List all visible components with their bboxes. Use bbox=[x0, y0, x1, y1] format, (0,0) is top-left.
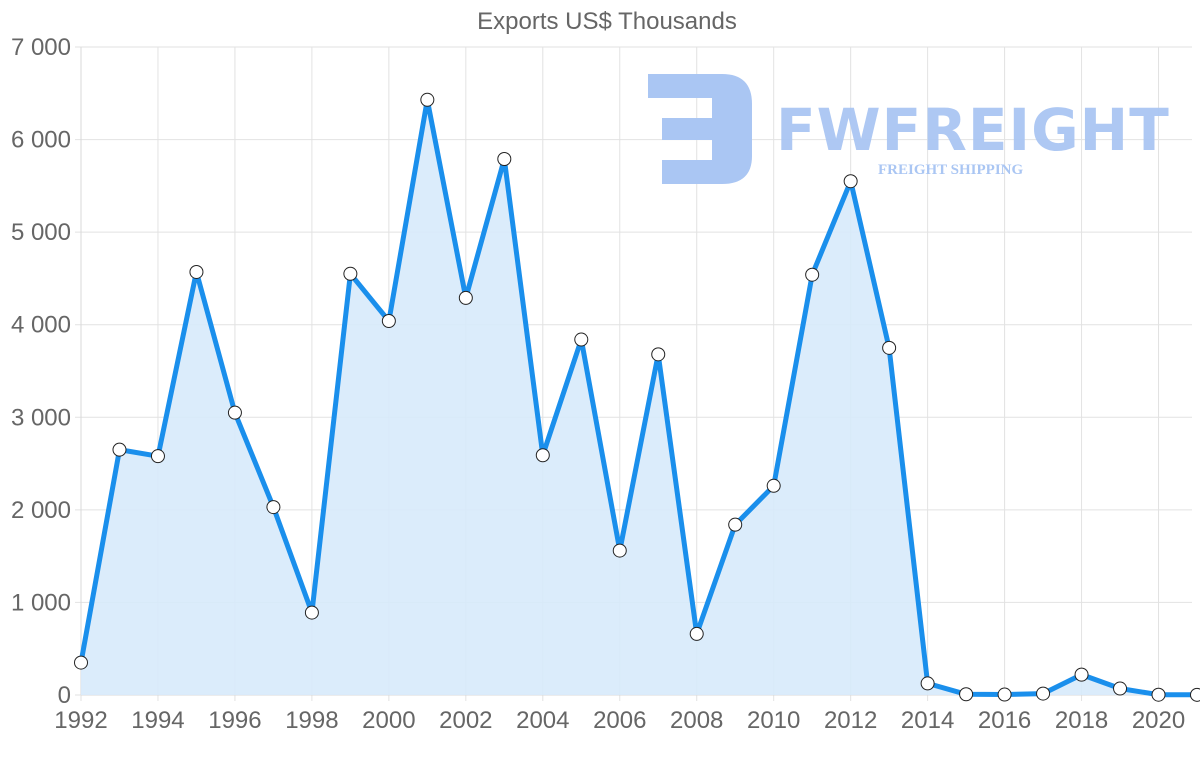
data-point[interactable]: 2010: 2260 bbox=[766, 478, 781, 493]
data-point[interactable]: 2016: 5 bbox=[997, 687, 1012, 702]
x-tick-label: 2000 bbox=[362, 707, 415, 734]
x-tick-label: 2002 bbox=[439, 707, 492, 734]
chart-title: Exports US$ Thousands bbox=[477, 8, 737, 35]
y-tick-label: 3 000 bbox=[11, 404, 71, 431]
data-point[interactable]: 2009: 1840 bbox=[728, 517, 743, 532]
x-tick-label: 1994 bbox=[131, 707, 184, 734]
data-point[interactable]: 2001: 6430 bbox=[420, 92, 435, 107]
y-tick-label: 4 000 bbox=[11, 312, 71, 339]
data-point[interactable]: 1997: 2030 bbox=[266, 500, 281, 515]
logo-brand-text: FWFREIGHT bbox=[776, 96, 1170, 164]
data-point[interactable]: 2003: 5790 bbox=[497, 152, 512, 167]
logo-mark-icon bbox=[648, 74, 752, 184]
x-tick-label: 1996 bbox=[208, 707, 261, 734]
y-tick-label: 1 000 bbox=[11, 589, 71, 616]
y-tick-label: 7 000 bbox=[11, 34, 71, 61]
logo-tagline-text: FREIGHT SHIPPING bbox=[878, 162, 1023, 178]
data-point[interactable]: 2008: 660 bbox=[689, 626, 704, 641]
y-tick-label: 2 000 bbox=[11, 497, 71, 524]
x-tick-label: 2012 bbox=[824, 707, 877, 734]
data-point[interactable]: 1995: 4570 bbox=[189, 264, 204, 279]
y-axis-labels: 0 1 000 2 000 3 000 4 000 5 000 6 000 7 000 bbox=[11, 34, 71, 709]
data-point[interactable]: 2020: 3 bbox=[1151, 687, 1166, 702]
data-point[interactable]: 2013: 3750 bbox=[882, 340, 897, 355]
area-fill bbox=[81, 99, 1197, 696]
data-point[interactable]: 2021: 2 bbox=[1190, 687, 1200, 702]
x-tick-label: 2016 bbox=[978, 707, 1031, 734]
data-point[interactable]: 2006: 1560 bbox=[612, 543, 627, 558]
data-point[interactable]: 2005: 3840 bbox=[574, 332, 589, 347]
x-tick-label: 2020 bbox=[1132, 707, 1185, 734]
x-tick-label: 1992 bbox=[54, 707, 107, 734]
data-point[interactable]: 2015: 8 bbox=[959, 687, 974, 702]
x-axis-labels: 1992 1994 1996 1998 2000 2002 2004 2006 2008 2010… bbox=[54, 707, 1185, 734]
data-point[interactable]: 1994: 2580 bbox=[150, 449, 165, 464]
data-points: 1992: 350 1993: 2650 1994: 2580 1995: 4570 1… bbox=[74, 92, 1200, 702]
data-point[interactable]: 1999: 4550 bbox=[343, 266, 358, 281]
x-tick-label: 2014 bbox=[901, 707, 954, 734]
x-tick-label: 2004 bbox=[516, 707, 569, 734]
fwfreight-watermark-logo: FWFREIGHT FREIGHT SHIPPING bbox=[648, 74, 1170, 184]
data-point[interactable]: 2011: 4540 bbox=[805, 267, 820, 282]
data-point[interactable]: 2018: 220 bbox=[1074, 667, 1089, 682]
y-tick-label: 5 000 bbox=[11, 219, 71, 246]
data-point[interactable]: 2014: 125 bbox=[920, 676, 935, 691]
data-point[interactable]: 2019: 70 bbox=[1113, 681, 1128, 696]
data-point[interactable]: 2012: 5550 bbox=[843, 174, 858, 189]
data-point[interactable]: 2004: 2590 bbox=[535, 448, 550, 463]
data-point[interactable]: 2017: 15 bbox=[1036, 686, 1051, 701]
y-tick-label: 6 000 bbox=[11, 127, 71, 154]
data-point[interactable]: 2007: 3680 bbox=[651, 347, 666, 362]
x-tick-label: 2006 bbox=[593, 707, 646, 734]
y-tick-label: 0 bbox=[58, 682, 71, 709]
data-point[interactable]: 2002: 4290 bbox=[458, 290, 473, 305]
data-point[interactable]: 1992: 350 bbox=[74, 655, 88, 670]
x-tick-label: 2018 bbox=[1055, 707, 1108, 734]
x-tick-label: 2010 bbox=[747, 707, 800, 734]
x-tick-label: 1998 bbox=[285, 707, 338, 734]
x-tick-label: 2008 bbox=[670, 707, 723, 734]
data-point[interactable]: 2000: 4040 bbox=[381, 314, 396, 329]
data-point[interactable]: 1993: 2650 bbox=[112, 442, 127, 457]
data-point[interactable]: 1998: 890 bbox=[304, 605, 319, 620]
data-point[interactable]: 1996: 3050 bbox=[227, 405, 242, 420]
